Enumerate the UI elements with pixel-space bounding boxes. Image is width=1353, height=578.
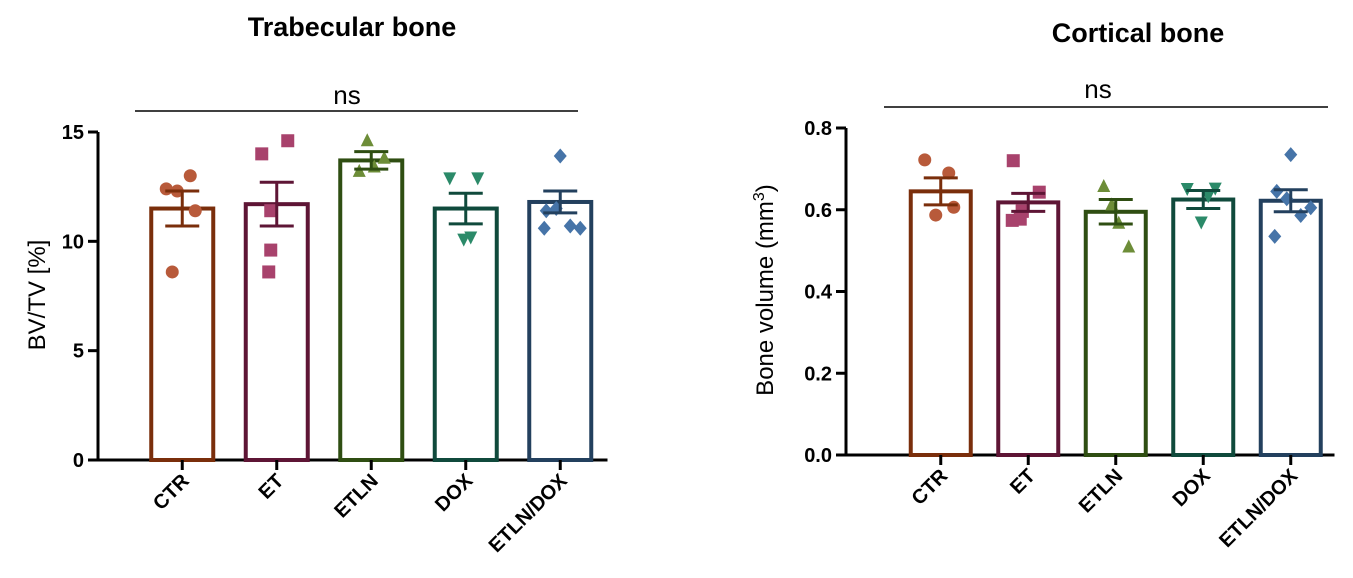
data-point (443, 172, 457, 186)
chart-trabecular: Trabecular bone ns BV/TV [%] 0 5 10 15 CTR ET… (24, 12, 608, 557)
data-point (553, 148, 567, 164)
data-point (947, 200, 961, 214)
x-tick-label: ET (1006, 465, 1040, 499)
data-point (165, 265, 179, 279)
x-tick-label: CTR (908, 465, 953, 510)
x-tick-label: ET (255, 470, 289, 504)
data-point (183, 169, 197, 183)
x-tick-label: CTR (149, 470, 194, 515)
chart-cortical: Cortical bone ns Bone volume (mm3) 0.00.… (751, 18, 1335, 552)
significance-label: ns (333, 80, 360, 110)
bar-ctr (908, 189, 973, 457)
bar-etln (338, 158, 405, 462)
bar-etln (1083, 209, 1148, 457)
data-point (563, 218, 577, 234)
data-point (1194, 216, 1208, 230)
data-point (1268, 228, 1282, 244)
y-tick-label: 0 (73, 450, 84, 472)
y-tick-label: 0.4 (804, 282, 833, 304)
bar-etln-dox (527, 199, 594, 462)
data-point (918, 153, 932, 167)
plot-area: 0.0 0.2 0.4 0.6 0.8 CTR ET ETLN DOX ETLN/DOX (804, 118, 1335, 553)
data-point (539, 203, 553, 219)
x-tick-label: ETLN (1075, 465, 1127, 517)
data-point (188, 204, 202, 218)
bar-etln-dox (1258, 198, 1323, 457)
bar-ctr (149, 206, 216, 462)
data-point (1005, 213, 1019, 227)
y-axis-label: Bone volume (mm3) (751, 184, 779, 396)
data-point (573, 220, 587, 236)
data-point (1112, 215, 1126, 229)
data-point (1122, 239, 1136, 253)
data-point (942, 166, 956, 180)
data-point (457, 233, 471, 247)
data-point (255, 147, 269, 161)
significance-label: ns (1084, 74, 1111, 104)
data-point (929, 208, 943, 222)
bar-et (243, 202, 310, 462)
data-point (1097, 178, 1111, 192)
bar-dox (1171, 197, 1236, 457)
data-point (159, 182, 173, 196)
data-point (377, 150, 391, 164)
data-point (262, 265, 276, 279)
y-tick-label: 0.0 (804, 445, 832, 467)
y-tick-label: 0.8 (804, 118, 832, 140)
data-point (264, 243, 278, 257)
data-point (1270, 183, 1284, 199)
chart-title: Cortical bone (1052, 18, 1225, 48)
y-tick-label: 10 (62, 231, 84, 253)
data-point (471, 172, 485, 186)
chart-title: Trabecular bone (248, 12, 457, 42)
bar-dox (432, 206, 499, 462)
data-point (264, 204, 278, 218)
x-tick-label: ETLN/DOX (1215, 465, 1303, 553)
data-point (1201, 190, 1215, 204)
data-point (281, 134, 295, 148)
data-point (360, 133, 374, 147)
y-tick-label: 5 (73, 341, 84, 363)
data-point (1294, 207, 1308, 223)
data-point (1284, 147, 1298, 163)
x-tick-label: ETLN/DOX (485, 470, 573, 558)
y-tick-label: 0.6 (804, 200, 832, 222)
data-point (537, 220, 551, 236)
plot-area: 0 5 10 15 CTR ET ETLN DOX ETLN/DOX (62, 122, 608, 557)
x-tick-label: DOX (1169, 465, 1216, 512)
x-tick-label: ETLN (330, 470, 382, 522)
y-tick-label: 0.2 (804, 363, 832, 385)
bar-et (996, 200, 1061, 457)
x-tick-label: DOX (431, 470, 478, 517)
y-axis-label: BV/TV [%] (24, 240, 51, 351)
data-point (1006, 154, 1020, 168)
y-tick-label: 15 (62, 122, 84, 144)
